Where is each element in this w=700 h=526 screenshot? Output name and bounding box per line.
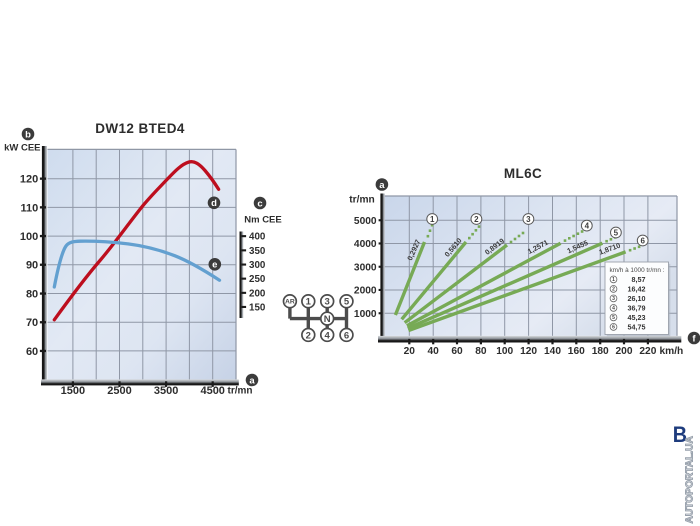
svg-text:a: a: [379, 180, 385, 191]
svg-text:40: 40: [428, 346, 440, 357]
svg-text:b: b: [25, 129, 31, 140]
svg-text:d: d: [211, 198, 217, 209]
svg-text:3000: 3000: [354, 262, 377, 273]
svg-text:350: 350: [249, 246, 266, 257]
svg-text:2: 2: [306, 330, 311, 341]
svg-text:16,42: 16,42: [628, 284, 646, 293]
svg-text:DW12 BTED4: DW12 BTED4: [95, 121, 185, 136]
svg-text:100: 100: [20, 231, 38, 243]
svg-text:80: 80: [475, 346, 487, 357]
svg-text:4: 4: [325, 330, 331, 341]
svg-text:80: 80: [26, 288, 38, 300]
svg-text:5000: 5000: [354, 216, 377, 227]
svg-text:110: 110: [20, 202, 38, 214]
svg-text:220: 220: [639, 346, 656, 357]
svg-text:60: 60: [451, 346, 463, 357]
svg-text:km/h à 1000 tr/mn :: km/h à 1000 tr/mn :: [609, 267, 664, 274]
svg-text:1: 1: [430, 215, 435, 224]
svg-text:ML6C: ML6C: [504, 166, 542, 181]
svg-text:N: N: [324, 314, 331, 325]
svg-text:36,79: 36,79: [628, 303, 646, 312]
svg-text:AR: AR: [285, 299, 295, 306]
svg-text:tr/mn: tr/mn: [349, 195, 374, 206]
svg-text:26,10: 26,10: [628, 294, 646, 303]
svg-text:1500: 1500: [61, 385, 85, 397]
svg-text:150: 150: [249, 303, 266, 314]
svg-text:6: 6: [344, 330, 349, 341]
svg-text:3: 3: [526, 215, 531, 224]
svg-text:c: c: [257, 198, 262, 209]
svg-text:5: 5: [614, 228, 619, 237]
svg-text:4500: 4500: [200, 385, 224, 397]
svg-text:6: 6: [640, 236, 645, 245]
svg-text:400: 400: [249, 232, 266, 243]
svg-text:160: 160: [568, 346, 585, 357]
svg-text:120: 120: [20, 174, 38, 186]
svg-text:f: f: [692, 333, 696, 344]
svg-text:2500: 2500: [107, 385, 131, 397]
svg-text:5: 5: [344, 297, 350, 308]
svg-text:B: B: [673, 423, 687, 447]
svg-text:e: e: [212, 260, 217, 271]
svg-text:300: 300: [249, 260, 266, 271]
svg-text:60: 60: [26, 346, 38, 358]
svg-text:180: 180: [592, 346, 609, 357]
svg-text:2: 2: [474, 215, 479, 224]
svg-text:4: 4: [612, 306, 615, 312]
svg-text:3500: 3500: [154, 385, 178, 397]
svg-text:km/h: km/h: [660, 346, 684, 357]
svg-text:120: 120: [520, 346, 537, 357]
svg-text:3: 3: [325, 297, 330, 308]
svg-text:1: 1: [306, 297, 312, 308]
svg-text:tr/mn: tr/mn: [228, 386, 253, 397]
svg-text:54,75: 54,75: [628, 322, 646, 331]
svg-text:2: 2: [612, 287, 615, 293]
svg-text:AUTOPORTAL.UA: AUTOPORTAL.UA: [684, 436, 695, 524]
svg-text:2000: 2000: [354, 286, 377, 297]
svg-text:200: 200: [249, 288, 266, 299]
svg-text:1000: 1000: [354, 309, 377, 320]
svg-text:Nm CEE: Nm CEE: [244, 214, 281, 225]
svg-text:100: 100: [496, 346, 513, 357]
svg-text:5: 5: [612, 315, 615, 321]
svg-text:3: 3: [612, 296, 615, 302]
svg-text:250: 250: [249, 274, 266, 285]
svg-text:90: 90: [26, 260, 38, 272]
svg-text:200: 200: [616, 346, 633, 357]
svg-text:70: 70: [26, 317, 38, 329]
svg-text:140: 140: [544, 346, 561, 357]
svg-text:20: 20: [404, 346, 416, 357]
svg-text:1: 1: [612, 277, 615, 283]
svg-text:kW CEE: kW CEE: [4, 143, 40, 154]
svg-text:6: 6: [612, 325, 615, 331]
svg-text:8,57: 8,57: [632, 275, 646, 284]
svg-text:4: 4: [585, 222, 590, 231]
svg-text:a: a: [249, 375, 255, 386]
svg-text:4000: 4000: [354, 239, 377, 250]
svg-text:45,23: 45,23: [628, 313, 646, 322]
